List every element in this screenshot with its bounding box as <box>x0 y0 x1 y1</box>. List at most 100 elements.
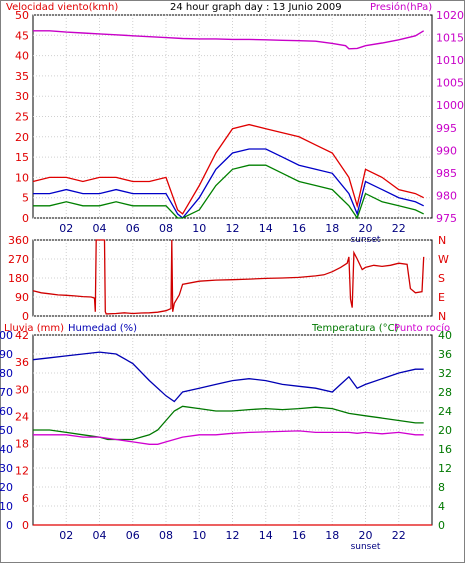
pressure-ytick-1020: 1020 <box>436 9 464 22</box>
rain-ytick-6: 6 <box>22 492 29 505</box>
wind-xtick-06: 06 <box>126 222 140 235</box>
temp-ytick-0: 0 <box>438 519 445 532</box>
chart-date-title: 24 hour graph day : 13 Junio 2009 <box>170 2 342 13</box>
rain-title: Lluvia (mm) <box>4 323 64 334</box>
humidity-ytick-30: 30 <box>0 462 13 475</box>
wind-ytick-20: 20 <box>15 131 29 144</box>
wind-ytick-0: 0 <box>22 212 29 225</box>
pressure-ytick-980: 980 <box>436 189 457 202</box>
wind-ytick-5: 5 <box>22 192 29 205</box>
dewpoint-title: Punto rocío <box>394 322 450 334</box>
temp-ytick-12: 12 <box>438 462 452 475</box>
wind-ytick-35: 35 <box>15 70 29 83</box>
temp-ytick-40: 40 <box>438 329 452 342</box>
wind-xtick-12: 12 <box>226 222 240 235</box>
series-pressure <box>33 30 425 50</box>
humidity-ytick-60: 60 <box>0 405 13 418</box>
hum-sunset-label: sunset <box>351 542 381 552</box>
hum-xtick-18: 18 <box>325 529 339 542</box>
hum-xtick-04: 04 <box>93 529 107 542</box>
series-dewpoint <box>33 430 424 445</box>
wind-xtick-08: 08 <box>159 222 173 235</box>
humidity-ytick-90: 90 <box>0 348 13 361</box>
hum-xtick-12: 12 <box>226 529 240 542</box>
temp-ytick-4: 4 <box>438 500 445 513</box>
dir-compass-4: N <box>438 234 446 247</box>
humidity-ytick-0: 0 <box>6 519 13 532</box>
temp-ytick-16: 16 <box>438 443 452 456</box>
temp-ytick-24: 24 <box>438 405 452 418</box>
wind-ytick-30: 30 <box>15 90 29 103</box>
dir-ytick-360: 360 <box>8 234 29 247</box>
hum-xtick-06: 06 <box>126 529 140 542</box>
rain-ytick-24: 24 <box>15 410 29 423</box>
pressure-ytick-995: 995 <box>436 122 457 135</box>
pressure-ytick-975: 975 <box>436 212 457 225</box>
pressure-ytick-990: 990 <box>436 144 457 157</box>
wind-xtick-16: 16 <box>292 222 306 235</box>
wind-xtick-22: 22 <box>392 222 406 235</box>
hum-xtick-02: 02 <box>59 529 73 542</box>
hum-xtick-16: 16 <box>292 529 306 542</box>
wind-xtick-04: 04 <box>93 222 107 235</box>
temp-ytick-28: 28 <box>438 386 452 399</box>
temp-ytick-32: 32 <box>438 367 452 380</box>
wind-xtick-18: 18 <box>325 222 339 235</box>
temperature-title: Temperatura (°C) <box>311 323 399 334</box>
dir-compass-1: E <box>438 291 445 304</box>
humidity-ytick-100: 100 <box>0 329 13 342</box>
dir-ytick-90: 90 <box>15 291 29 304</box>
temp-ytick-8: 8 <box>438 481 445 494</box>
series-gust <box>32 123 424 215</box>
rain-ytick-36: 36 <box>15 356 29 369</box>
dir-compass-2: S <box>438 272 445 285</box>
dir-ytick-0: 0 <box>22 310 29 323</box>
pressure-ytick-1005: 1005 <box>436 77 464 90</box>
humidity-ytick-80: 80 <box>0 367 13 380</box>
dir-compass-3: W <box>438 253 449 266</box>
series-direction <box>32 239 425 315</box>
hum-xtick-14: 14 <box>259 529 273 542</box>
wind-ytick-45: 45 <box>15 29 29 42</box>
wind-xtick-10: 10 <box>192 222 206 235</box>
dir-ytick-180: 180 <box>8 272 29 285</box>
pressure-ytick-1000: 1000 <box>436 99 464 112</box>
dir-compass-0: N <box>438 310 446 323</box>
rain-ytick-30: 30 <box>15 383 29 396</box>
wind-xtick-02: 02 <box>59 222 73 235</box>
series-min <box>33 164 424 220</box>
temp-ytick-36: 36 <box>438 348 452 361</box>
temp-ytick-20: 20 <box>438 424 452 437</box>
rain-ytick-18: 18 <box>15 438 29 451</box>
wind-speed-title: Velocidad viento(kmh) <box>6 2 118 13</box>
rain-ytick-12: 12 <box>15 465 29 478</box>
pressure-ytick-985: 985 <box>436 167 457 180</box>
hum-xtick-08: 08 <box>159 529 173 542</box>
pressure-ytick-1010: 1010 <box>436 54 464 67</box>
humidity-title: Humedad (%) <box>68 323 137 334</box>
dir-ytick-270: 270 <box>8 253 29 266</box>
rain-ytick-0: 0 <box>22 519 29 532</box>
humidity-ytick-20: 20 <box>0 481 13 494</box>
pressure-title: Presión(hPa) <box>370 1 432 13</box>
humidity-ytick-40: 40 <box>0 443 13 456</box>
wind-ytick-10: 10 <box>15 171 29 184</box>
wind-ytick-40: 40 <box>15 50 29 63</box>
hum-xtick-10: 10 <box>192 529 206 542</box>
hum-xtick-22: 22 <box>392 529 406 542</box>
series-avg <box>33 148 424 219</box>
pressure-ytick-1015: 1015 <box>436 32 464 45</box>
rain-ytick-42: 42 <box>15 329 29 342</box>
series-humidity <box>32 351 424 403</box>
wind-ytick-50: 50 <box>15 9 29 22</box>
humidity-ytick-50: 50 <box>0 424 13 437</box>
wind-ytick-15: 15 <box>15 151 29 164</box>
wind-xtick-20: 20 <box>359 222 373 235</box>
humidity-ytick-70: 70 <box>0 386 13 399</box>
humidity-ytick-10: 10 <box>0 500 13 513</box>
wind-xtick-14: 14 <box>259 222 273 235</box>
hum-xtick-20: 20 <box>359 529 373 542</box>
